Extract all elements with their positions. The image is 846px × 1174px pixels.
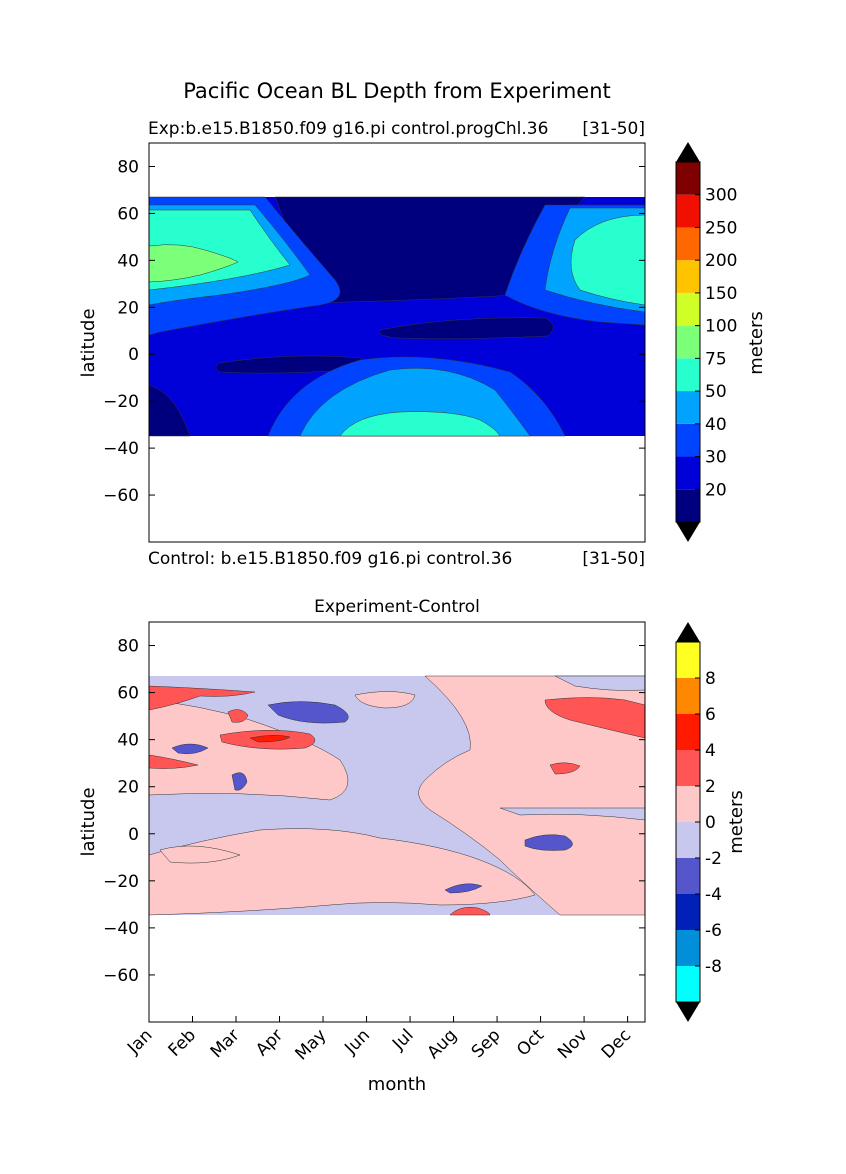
top-colorbar-band bbox=[676, 227, 700, 261]
bottom-colorbar-label: meters bbox=[726, 790, 747, 854]
bottom-colorbar-tick-label: 2 bbox=[705, 777, 716, 797]
bottom-colorbar-tick-label: -4 bbox=[705, 885, 722, 905]
bottom-colorbar-band bbox=[676, 642, 700, 678]
bottom-xtick-label: Feb bbox=[165, 1025, 200, 1060]
bottom-colorbar-band bbox=[676, 786, 700, 822]
bottom-colorbar-band bbox=[676, 858, 700, 894]
top-y-axis-label: latitude bbox=[78, 308, 99, 377]
bottom-colorbar-tick-label: 0 bbox=[705, 813, 716, 833]
bottom-colorbar-tick-label: 6 bbox=[705, 705, 716, 725]
bottom-colorbar-band bbox=[676, 678, 700, 714]
top-colorbar-tick-label: 250 bbox=[705, 218, 737, 238]
bottom-colorbar-band bbox=[676, 714, 700, 750]
bottom-colorbar-tick-label: 8 bbox=[705, 669, 716, 689]
top-ytick-label: −40 bbox=[103, 439, 139, 459]
bottom-colorbar-tick-label: -8 bbox=[705, 957, 722, 977]
bottom-xtick-label: Apr bbox=[252, 1025, 287, 1060]
top-colorbar-band bbox=[676, 325, 700, 359]
bottom-ytick-label: 60 bbox=[117, 684, 139, 704]
top-colorbar-tick-label: 20 bbox=[705, 480, 727, 500]
top-colorbar-band bbox=[676, 456, 700, 490]
top-ytick-label: 20 bbox=[117, 298, 139, 318]
bottom-colorbar-under-arrow bbox=[676, 1002, 700, 1022]
bottom-colorbar-band bbox=[676, 930, 700, 966]
top-colorbar-tick-label: 200 bbox=[705, 251, 737, 271]
bottom-contour-field bbox=[148, 675, 646, 916]
figure-title: Pacific Ocean BL Depth from Experiment bbox=[183, 79, 611, 103]
bottom-xtick-label: Sep bbox=[468, 1025, 505, 1062]
top-ytick-label: 80 bbox=[117, 157, 139, 177]
top-colorbar-band bbox=[676, 260, 700, 293]
top-colorbar-band bbox=[676, 194, 700, 228]
bottom-colorbar: -8 -6 -4 -2 0 2 4 6 8 bbox=[675, 622, 722, 1022]
top-ytick-label: −60 bbox=[103, 486, 139, 506]
top-colorbar-band bbox=[676, 489, 700, 522]
bottom-colorbar-band bbox=[676, 966, 700, 1002]
top-colorbar-tick-label: 150 bbox=[705, 284, 737, 304]
top-colorbar-band bbox=[676, 162, 700, 195]
bottom-title-left: Control: b.e15.B1850.f09 g16.pi control.… bbox=[148, 549, 512, 569]
bottom-subtitle: Experiment-Control bbox=[314, 597, 480, 617]
top-contour-field bbox=[148, 196, 646, 437]
top-ytick-label: −20 bbox=[103, 392, 139, 412]
top-title-right: [31-50] bbox=[582, 119, 645, 139]
top-colorbar-tick-label: 75 bbox=[705, 349, 727, 369]
bottom-xtick-label: Oct bbox=[513, 1025, 548, 1060]
bottom-y-axis-label: latitude bbox=[78, 787, 99, 856]
bottom-ytick-label: −20 bbox=[103, 872, 139, 892]
bottom-y-axis: 80 60 40 20 0 −20 −40 −60 bbox=[103, 637, 645, 986]
top-ytick-label: 40 bbox=[117, 251, 139, 271]
bottom-ytick-label: −60 bbox=[103, 966, 139, 986]
bottom-xtick-label: Mar bbox=[207, 1025, 244, 1062]
top-ytick-label: 0 bbox=[128, 345, 139, 365]
bottom-ytick-label: 80 bbox=[117, 637, 139, 657]
bottom-xtick-label: May bbox=[292, 1025, 331, 1064]
bottom-x-axis-label: month bbox=[368, 1074, 426, 1095]
bottom-xtick-label: Dec bbox=[598, 1025, 635, 1062]
bottom-xtick-label: Jun bbox=[340, 1025, 374, 1059]
top-y-axis: 80 60 40 20 0 −20 −40 −60 bbox=[103, 157, 645, 506]
top-colorbar-over-arrow bbox=[676, 142, 700, 162]
top-colorbar-band bbox=[676, 423, 700, 457]
bottom-colorbar-band bbox=[676, 750, 700, 786]
top-colorbar-band bbox=[676, 358, 700, 392]
bottom-xtick-label: Jul bbox=[388, 1025, 417, 1054]
bottom-ytick-label: 0 bbox=[128, 825, 139, 845]
top-colorbar-tick-label: 300 bbox=[705, 186, 737, 206]
top-colorbar-tick-label: 40 bbox=[705, 415, 727, 435]
top-colorbar-tick-label: 30 bbox=[705, 448, 727, 468]
bottom-panel: 80 60 40 20 0 −20 −40 −60 Jan Feb Mar Apr May Jun Jul… bbox=[78, 621, 646, 1095]
top-panel: 80 60 40 20 0 −20 −40 −60 latitude bbox=[78, 142, 646, 543]
bottom-x-axis: Jan Feb Mar Apr May Jun Jul Aug Sep Oct Nov Dec bbox=[123, 1016, 635, 1064]
bottom-ytick-label: 40 bbox=[117, 731, 139, 751]
bottom-colorbar-over-arrow bbox=[676, 622, 700, 642]
bottom-title-right: [31-50] bbox=[582, 549, 645, 569]
bottom-ytick-label: −40 bbox=[103, 919, 139, 939]
top-colorbar-tick-label: 50 bbox=[705, 382, 727, 402]
top-colorbar-frame bbox=[675, 161, 701, 523]
top-colorbar-band bbox=[676, 391, 700, 424]
top-colorbar-label: meters bbox=[746, 311, 767, 375]
top-ytick-label: 60 bbox=[117, 204, 139, 224]
bottom-colorbar-band bbox=[676, 822, 700, 858]
bottom-colorbar-tick-label: -2 bbox=[705, 849, 722, 869]
top-colorbar-tick-label: 100 bbox=[705, 317, 737, 337]
bottom-colorbar-band bbox=[676, 894, 700, 930]
bottom-colorbar-tick-label: -6 bbox=[705, 921, 722, 941]
top-colorbar-under-arrow bbox=[676, 522, 700, 542]
top-title-left: Exp:b.e15.B1850.f09 g16.pi control.progC… bbox=[148, 119, 548, 139]
bottom-xtick-label: Nov bbox=[554, 1025, 592, 1063]
bottom-ytick-label: 20 bbox=[117, 778, 139, 798]
top-colorbar: 20 30 40 50 75 100 150 200 250 300 bbox=[675, 142, 737, 542]
bottom-xtick-label: Jan bbox=[123, 1025, 156, 1058]
bottom-colorbar-tick-label: 4 bbox=[705, 741, 716, 761]
bottom-xtick-label: Aug bbox=[423, 1025, 461, 1063]
top-colorbar-band bbox=[676, 292, 700, 326]
